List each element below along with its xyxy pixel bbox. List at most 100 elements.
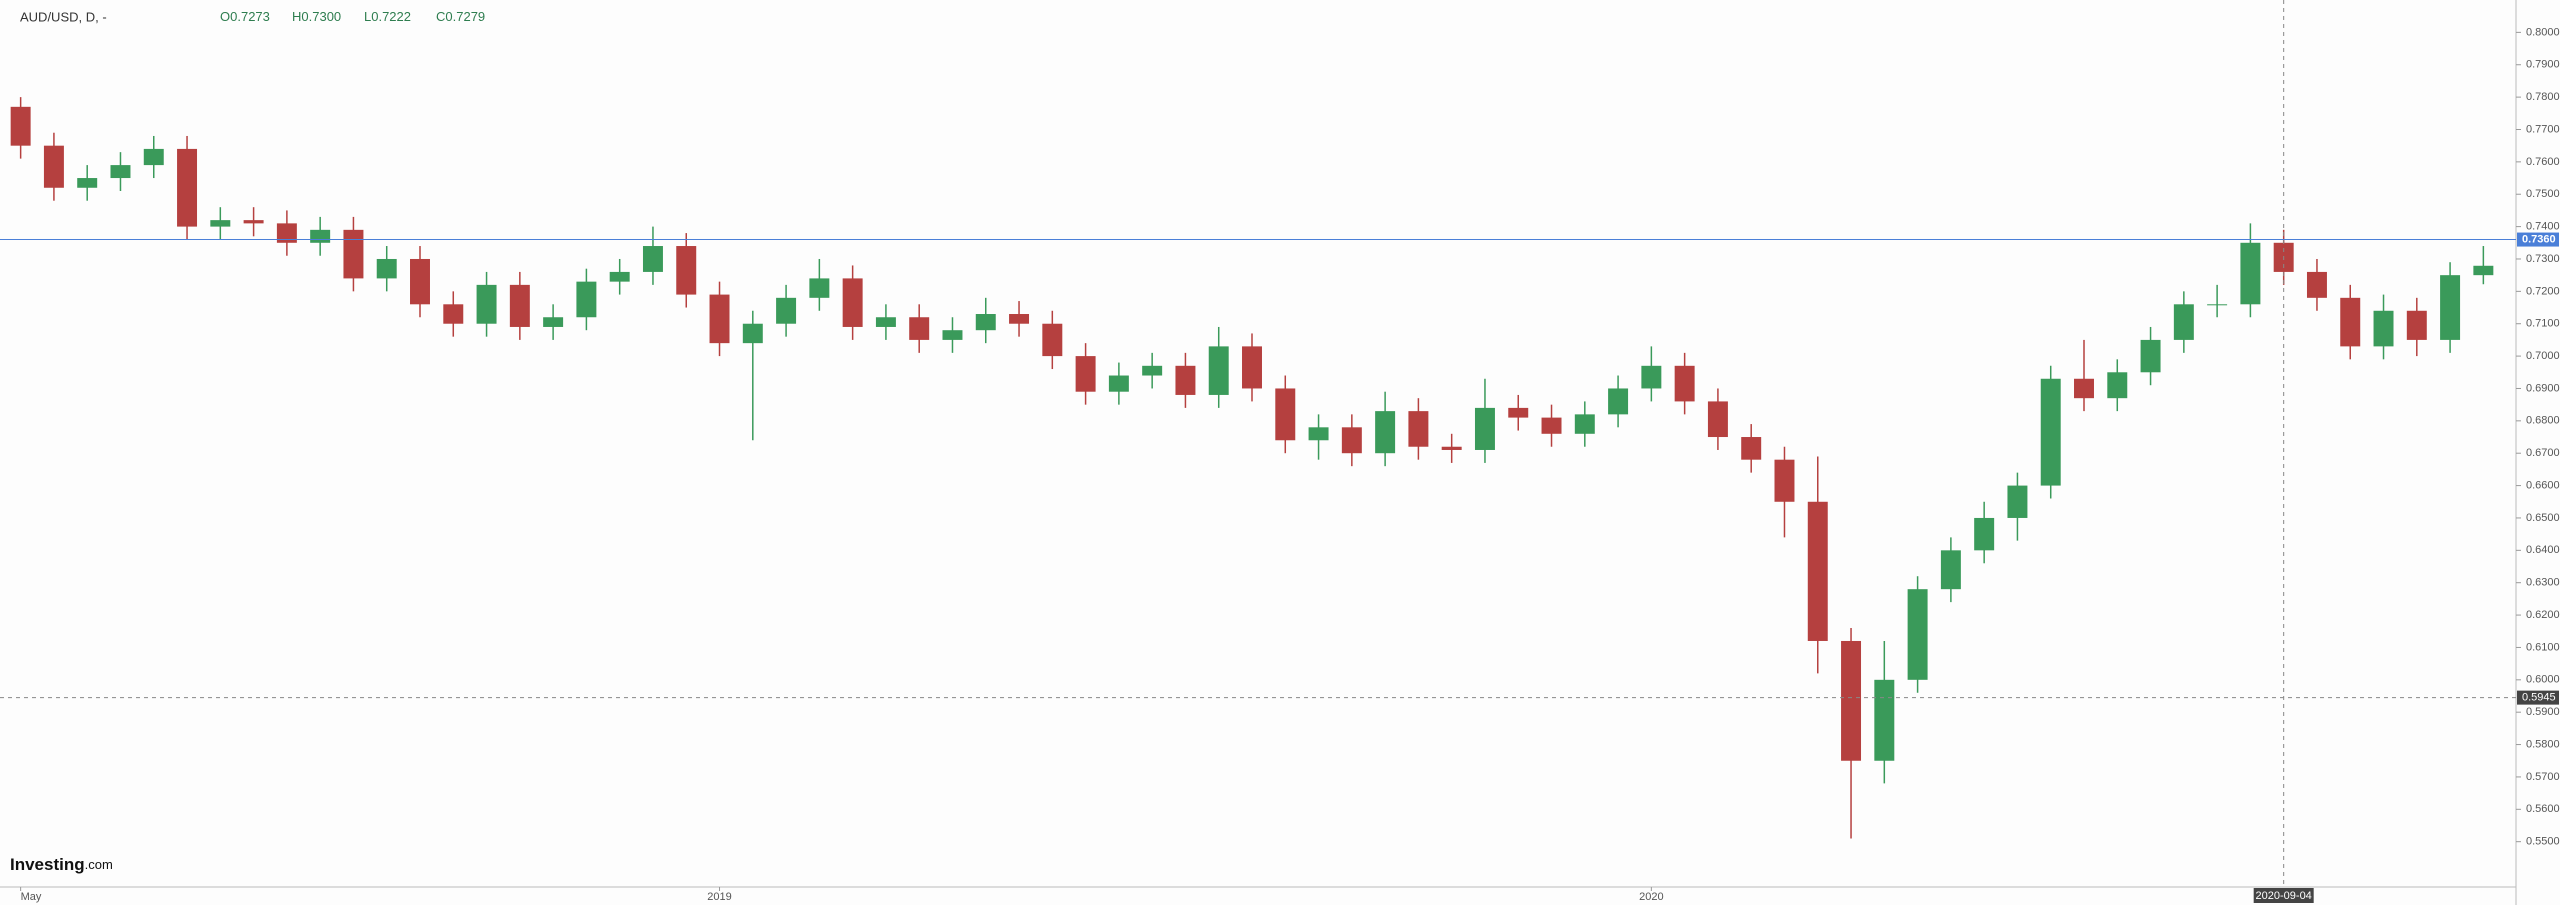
candle-body (1541, 417, 1562, 434)
candle-body (1042, 323, 1063, 357)
candle-body (2040, 378, 2061, 486)
candle-body (243, 220, 264, 224)
y-tick-label: 0.5600 (2526, 803, 2560, 815)
candle-body (1907, 589, 1928, 680)
candle-body (1974, 517, 1995, 551)
candle-body (110, 165, 131, 179)
candle-body (2340, 297, 2361, 347)
candle-body (376, 258, 397, 279)
ohlc-key: H (292, 9, 301, 24)
candle-body (809, 278, 830, 298)
candle-body (2107, 372, 2128, 399)
ohlc-item: L0.7222 (364, 9, 411, 24)
candle-body (210, 220, 231, 227)
ohlc-value: 0.7273 (230, 9, 270, 24)
y-tick-label: 0.5800 (2526, 738, 2560, 750)
candle-body (1408, 411, 1429, 447)
chart-title: AUD/USD, D, - (20, 9, 107, 24)
candle-body (2007, 485, 2028, 518)
candle-body (1741, 437, 1762, 460)
candle-body (1841, 640, 1862, 761)
candle-body (410, 258, 430, 305)
logo-main: Investing (10, 855, 85, 874)
candle-body (1208, 346, 1229, 395)
ohlc-item: C0.7279 (436, 9, 485, 24)
candle-body (1142, 365, 1163, 376)
candle-body (310, 229, 331, 243)
logo: Investing.com (10, 855, 113, 874)
candle-body (1308, 427, 1329, 441)
y-tick-label: 0.6300 (2526, 577, 2560, 589)
candle-body (1075, 356, 1096, 392)
candle-body (576, 281, 597, 318)
candle-body (1674, 365, 1695, 402)
y-tick-label: 0.5500 (2526, 836, 2560, 848)
candle-body (975, 314, 996, 331)
x-tick-label: 2019 (707, 891, 731, 903)
candle-body (875, 317, 896, 327)
y-tick-label: 0.5900 (2526, 706, 2560, 718)
candle-body (1774, 459, 1795, 502)
y-tick-label: 0.7400 (2526, 221, 2560, 233)
candle-body (443, 304, 464, 324)
candle-body (177, 148, 198, 227)
candle-body (2406, 310, 2427, 340)
candle-body (1009, 314, 1030, 324)
y-tick-label: 0.6500 (2526, 512, 2560, 524)
candle-body (509, 284, 530, 327)
candle-body (1508, 407, 1529, 418)
ohlc-value: 0.7279 (445, 9, 485, 24)
candle-body (2173, 304, 2194, 340)
y-tick-label: 0.6600 (2526, 479, 2560, 491)
logo-suffix: .com (85, 857, 113, 872)
candle-body (609, 271, 630, 282)
candle-body (1707, 401, 1728, 438)
candle-body (2306, 271, 2327, 298)
y-tick-label: 0.6700 (2526, 447, 2560, 459)
candle-body (1641, 365, 1662, 389)
ohlc-key: O (220, 9, 230, 24)
candle-body (776, 297, 797, 324)
candle-body (2373, 310, 2394, 347)
ohlc-item: O0.7273 (220, 9, 270, 24)
crosshair-y-tag (2517, 690, 2559, 705)
ohlc-key: C (436, 9, 445, 24)
candle-body (942, 330, 963, 340)
candle-body (276, 223, 297, 243)
y-tick-label: 0.6000 (2526, 674, 2560, 686)
ohlc-legend: O0.7273 H0.7300 L0.7222 C0.7279 (220, 9, 485, 24)
candle-body (909, 317, 930, 340)
price-tag (2517, 232, 2559, 247)
y-tick-label: 0.5700 (2526, 771, 2560, 783)
candle-body (1940, 550, 1961, 590)
candle-body (2207, 304, 2228, 306)
crosshair-x-tag (2253, 888, 2314, 903)
candle-body (1375, 411, 1396, 454)
crosshair-x-label: 2020-09-04 (2256, 890, 2312, 902)
y-tick-label: 0.7000 (2526, 350, 2560, 362)
y-tick-label: 0.7500 (2526, 188, 2560, 200)
candle-body (2140, 339, 2161, 373)
candle-body (1108, 375, 1129, 392)
candle-body (1474, 407, 1495, 450)
ohlc-item: H0.7300 (292, 9, 341, 24)
x-tick-label: May (21, 891, 42, 903)
candle-body (1874, 679, 1895, 761)
candle-body (1807, 501, 1828, 641)
candle-body (2074, 378, 2094, 399)
y-tick-label: 0.6200 (2526, 609, 2560, 621)
candle-body (709, 294, 730, 344)
candle-body (742, 323, 763, 344)
candle-body (543, 317, 564, 327)
candle-body (1175, 365, 1196, 395)
candle-body (1275, 388, 1296, 441)
candle-body (1242, 346, 1262, 389)
candle-body (10, 106, 31, 146)
y-tick-label: 0.7200 (2526, 285, 2560, 297)
y-tick-label: 0.7800 (2526, 91, 2560, 103)
y-tick-label: 0.7300 (2526, 253, 2560, 265)
y-tick-label: 0.6100 (2526, 641, 2560, 653)
candle-body (842, 278, 863, 327)
